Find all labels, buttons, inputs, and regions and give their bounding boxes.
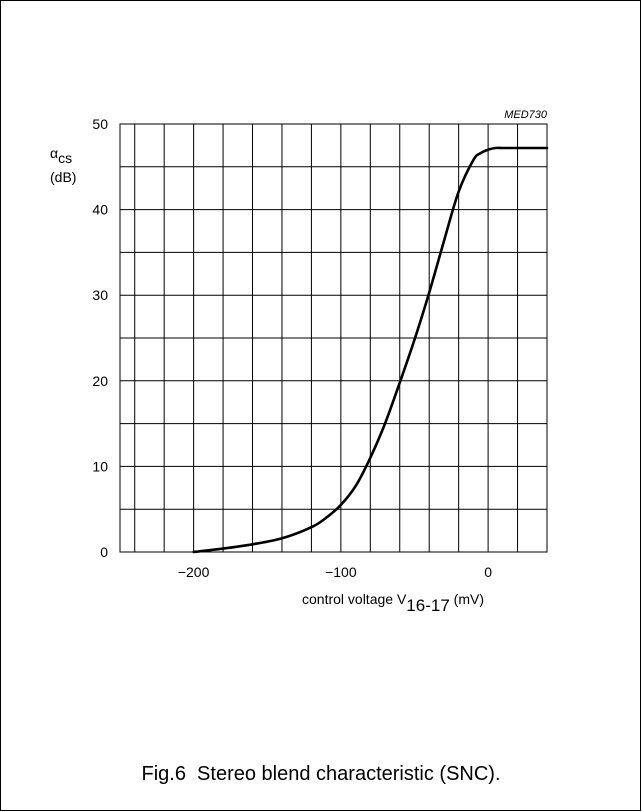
y-axis-symbol: α (50, 145, 58, 161)
y-axis-subscript: cs (58, 150, 72, 166)
x-tick-label: −200 (178, 564, 210, 580)
data-line-stereo-blend (192, 146, 549, 554)
chart-grid (120, 124, 547, 552)
y-tick-label: 50 (92, 116, 108, 132)
x-axis-label-unit: (mV) (450, 591, 484, 607)
y-axis-label: αcs (50, 145, 72, 166)
y-tick-labels: 0 10 20 30 40 50 (92, 116, 108, 560)
x-tick-labels: −200 −100 0 (178, 564, 492, 580)
plot-border (119, 123, 548, 553)
y-tick-label: 40 (92, 202, 108, 218)
stereo-blend-chart: −200 −100 0 0 10 20 30 40 50 MED730 αcs (dB) co… (50, 109, 549, 615)
figure-caption: Fig.6 Stereo blend characteristic (SNC). (141, 763, 501, 785)
y-tick-label: 20 (92, 373, 108, 389)
x-tick-label: −100 (325, 564, 357, 580)
y-tick-label: 30 (92, 287, 108, 303)
figure-code: MED730 (504, 109, 548, 121)
y-tick-label: 10 (92, 458, 108, 474)
y-axis-unit: (dB) (50, 169, 76, 185)
y-tick-label: 0 (100, 544, 108, 560)
x-axis-label-subscript: 16-17 (406, 596, 449, 615)
x-tick-label: 0 (484, 564, 492, 580)
x-axis-label: control voltage V16-17 (mV) (302, 591, 484, 615)
x-axis-label-prefix: control voltage V (302, 591, 407, 607)
